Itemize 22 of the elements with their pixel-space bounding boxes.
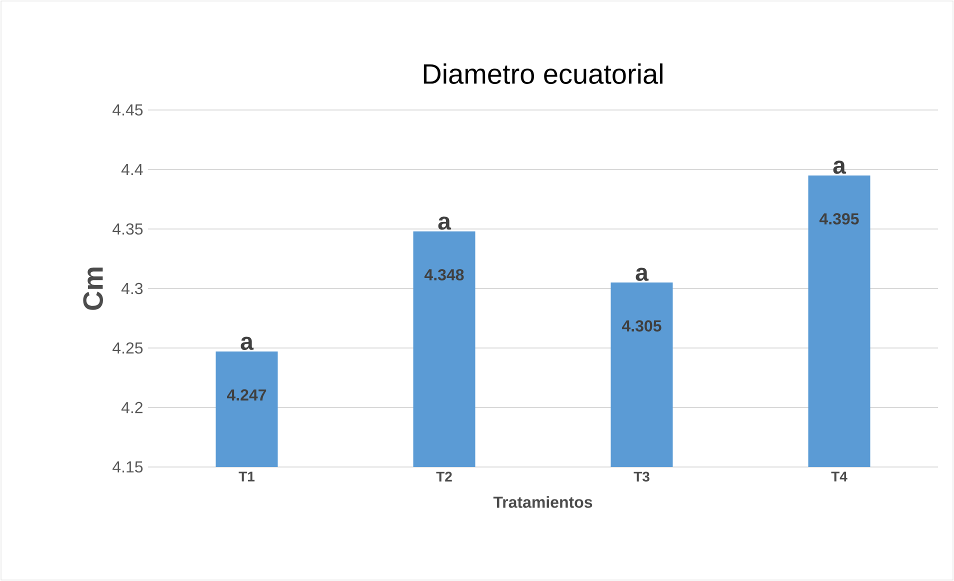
- y-tick-label: 4.25: [112, 342, 143, 354]
- y-tick-label: 4.45: [112, 104, 143, 116]
- chart-title: Diametro ecuatorial: [424, 63, 662, 84]
- y-tick-label: 4.15: [112, 461, 143, 473]
- y-tick-label: 4.2: [121, 402, 142, 414]
- annotation: a: [833, 160, 846, 174]
- data-label: 4.395: [819, 213, 859, 225]
- y-tick-label: 4.35: [112, 223, 143, 235]
- data-label: 4.305: [622, 320, 662, 332]
- x-tick-label: T1: [238, 472, 255, 482]
- annotation: a: [636, 268, 649, 281]
- x-tick-label: T2: [436, 472, 452, 482]
- x-tick-label: T4: [831, 472, 848, 482]
- annotation: a: [438, 216, 452, 230]
- data-label: 4.348: [424, 269, 464, 280]
- x-tick-label: T3: [634, 472, 650, 482]
- y-tick-label: 4.3: [121, 282, 143, 294]
- annotation: a: [240, 336, 254, 350]
- y-axis-title: Cm: [83, 268, 103, 310]
- data-label: 4.247: [226, 389, 266, 400]
- x-axis-title: Tratamientos: [493, 496, 592, 508]
- y-tick-label: 4.4: [121, 164, 143, 175]
